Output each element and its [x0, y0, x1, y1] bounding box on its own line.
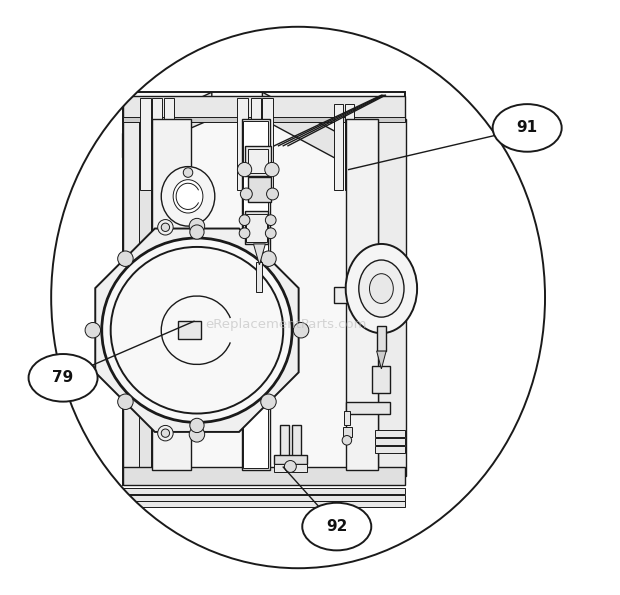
Bar [246, 214, 267, 242]
Circle shape [189, 218, 205, 234]
Ellipse shape [359, 260, 404, 317]
Bar [348, 300, 402, 309]
Bar [164, 98, 174, 190]
Bar [123, 488, 405, 494]
Bar [378, 119, 406, 476]
Text: 79: 79 [53, 370, 74, 386]
Bar [123, 495, 405, 501]
Circle shape [161, 223, 170, 231]
Bar [376, 438, 405, 445]
Bar [344, 411, 350, 425]
Bar [274, 455, 307, 464]
Ellipse shape [346, 244, 417, 333]
Bar [140, 98, 151, 190]
Bar [153, 119, 191, 470]
Bar [346, 119, 378, 470]
Bar [244, 121, 268, 468]
Text: 92: 92 [326, 519, 347, 534]
Circle shape [261, 394, 276, 409]
Bar [280, 425, 289, 461]
Circle shape [265, 215, 276, 226]
Circle shape [189, 427, 205, 442]
Bar [373, 366, 391, 393]
Circle shape [239, 228, 250, 239]
Bar [376, 446, 405, 453]
Circle shape [293, 322, 309, 338]
Circle shape [157, 425, 173, 441]
Polygon shape [262, 92, 340, 161]
Bar [345, 104, 354, 190]
Circle shape [265, 162, 279, 177]
Ellipse shape [111, 247, 283, 414]
Bar [242, 119, 270, 470]
Bar [123, 96, 405, 119]
Circle shape [118, 394, 133, 409]
Bar [334, 287, 405, 303]
Ellipse shape [161, 167, 215, 226]
Bar [123, 119, 140, 476]
Bar [274, 464, 307, 472]
Bar [153, 98, 162, 190]
Circle shape [267, 188, 278, 200]
Circle shape [85, 322, 100, 338]
Polygon shape [95, 228, 299, 432]
Bar [348, 283, 402, 292]
Bar [346, 402, 391, 414]
Text: eReplacementParts.com: eReplacementParts.com [205, 318, 367, 331]
Bar [123, 501, 405, 507]
Circle shape [239, 215, 250, 226]
Bar [292, 425, 301, 461]
Bar [237, 98, 247, 190]
Bar [244, 146, 272, 176]
Text: 91: 91 [516, 120, 538, 136]
Ellipse shape [102, 238, 292, 422]
Bar [376, 326, 386, 351]
Circle shape [261, 251, 276, 267]
Circle shape [184, 168, 193, 177]
Bar [123, 92, 405, 485]
Ellipse shape [493, 104, 562, 152]
Circle shape [190, 225, 204, 239]
Circle shape [265, 228, 276, 239]
Bar [262, 98, 273, 190]
Bar [348, 292, 402, 300]
Bar [178, 321, 200, 339]
Bar [363, 119, 378, 476]
Bar [247, 177, 272, 202]
Ellipse shape [51, 27, 545, 568]
Bar [140, 119, 151, 476]
Circle shape [190, 418, 204, 433]
Circle shape [285, 461, 296, 472]
Bar [123, 467, 405, 485]
Polygon shape [376, 351, 386, 369]
Polygon shape [254, 244, 265, 265]
Bar [244, 211, 268, 244]
Bar [123, 117, 405, 122]
Circle shape [157, 220, 173, 235]
Polygon shape [123, 92, 212, 158]
Bar [343, 427, 352, 437]
Bar [247, 149, 268, 173]
Circle shape [237, 162, 252, 177]
Ellipse shape [303, 503, 371, 550]
Circle shape [342, 436, 352, 445]
Bar [334, 104, 343, 190]
Bar [376, 430, 405, 437]
Circle shape [241, 188, 252, 200]
Circle shape [161, 429, 170, 437]
Bar [257, 262, 262, 292]
Bar [250, 98, 260, 190]
Ellipse shape [370, 274, 393, 303]
Circle shape [118, 251, 133, 267]
Ellipse shape [173, 180, 203, 213]
Ellipse shape [29, 354, 97, 402]
